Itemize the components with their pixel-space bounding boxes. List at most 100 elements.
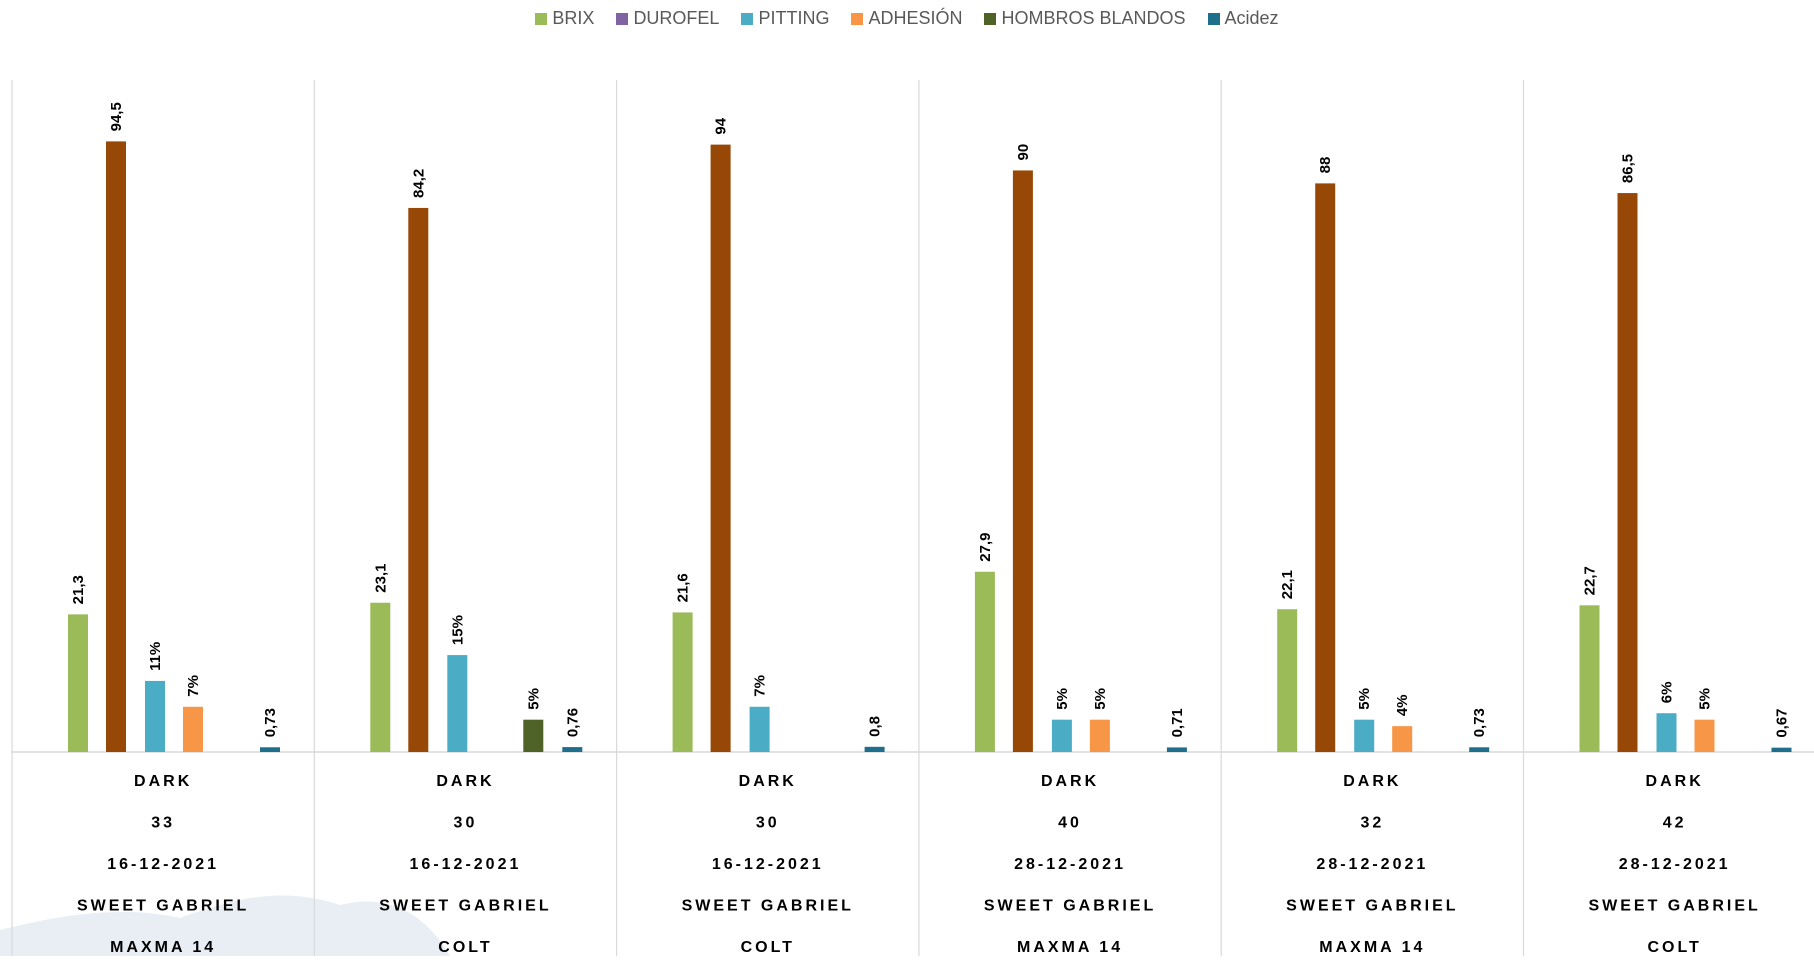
- bar: [1392, 726, 1413, 752]
- category-label: DARK: [1041, 773, 1099, 790]
- bar: [183, 706, 203, 752]
- legend-item: BRIX: [535, 8, 594, 29]
- data-label: 88: [1317, 157, 1334, 174]
- data-label: 7%: [185, 675, 202, 697]
- bar: [1089, 719, 1110, 752]
- legend-label: PITTING: [758, 8, 830, 28]
- data-label: 15%: [449, 615, 466, 645]
- bar: [974, 571, 995, 752]
- category-label: DARK: [1646, 773, 1704, 790]
- bar: [447, 655, 468, 752]
- bar: [1694, 719, 1715, 752]
- legend-label: HOMBROS BLANDOS: [1001, 8, 1186, 28]
- background-mountain: [0, 895, 450, 956]
- category-label: DARK: [1343, 773, 1401, 790]
- category-label: 16-12-2021: [107, 856, 219, 873]
- bar: [260, 747, 280, 752]
- category-label: COLT: [438, 939, 492, 956]
- bar: [1579, 605, 1600, 752]
- data-label: 22,1: [1279, 570, 1296, 599]
- bar: [370, 602, 391, 752]
- category-label: SWEET GABRIEL: [77, 898, 249, 915]
- bar: [672, 612, 693, 752]
- category-label: 32: [1360, 815, 1384, 832]
- data-label: 0,71: [1169, 708, 1186, 737]
- data-label: 5%: [1092, 688, 1109, 710]
- data-label: 5%: [1697, 688, 1714, 710]
- bar: [1315, 183, 1336, 752]
- data-label: 21,6: [675, 573, 692, 602]
- legend-item: PITTING: [741, 8, 829, 29]
- legend-item: HOMBROS BLANDOS: [984, 8, 1186, 29]
- data-label: 94: [713, 117, 730, 134]
- data-label: 6%: [1659, 682, 1676, 704]
- data-label: 86,5: [1620, 154, 1637, 183]
- data-label: 84,2: [410, 169, 427, 198]
- bar: [749, 706, 770, 752]
- legend-label: ADHESIÓN: [868, 8, 963, 28]
- category-label: 30: [454, 815, 478, 832]
- legend-item: Acidez: [1207, 8, 1279, 29]
- bar: [408, 207, 429, 752]
- category-label: 33: [151, 815, 175, 832]
- bar: [1469, 747, 1490, 752]
- category-label: COLT: [1647, 939, 1701, 956]
- data-label: 94,5: [108, 102, 125, 131]
- data-label: 0,73: [262, 708, 279, 737]
- category-label: 30: [756, 815, 780, 832]
- legend-swatch: [535, 12, 548, 25]
- category-label: 28-12-2021: [1316, 856, 1428, 873]
- legend-swatch: [1207, 12, 1220, 25]
- data-label: 5%: [525, 688, 542, 710]
- category-label: 28-12-2021: [1014, 856, 1126, 873]
- bar: [68, 614, 88, 752]
- bar: [1051, 719, 1072, 752]
- data-label: 7%: [752, 675, 769, 697]
- data-label: 0,67: [1774, 708, 1791, 737]
- bar: [1656, 713, 1677, 752]
- category-label: MAXMA 14: [1319, 939, 1425, 956]
- bar: [864, 746, 885, 752]
- category-label: MAXMA 14: [110, 939, 216, 956]
- legend-label: DUROFEL: [633, 8, 720, 28]
- legend-swatch: [851, 12, 864, 25]
- data-label: 90: [1015, 144, 1032, 161]
- data-label: 0,73: [1471, 708, 1488, 737]
- category-label: SWEET GABRIEL: [984, 898, 1156, 915]
- category-label: 42: [1663, 815, 1687, 832]
- legend-item: DUROFEL: [616, 8, 719, 29]
- bar: [710, 144, 731, 753]
- chart-legend: BRIX DUROFEL PITTING ADHESIÓN HOMBROS BLANDO…: [0, 8, 1814, 29]
- legend-item: ADHESIÓN: [851, 8, 962, 29]
- bar: [1354, 719, 1375, 752]
- data-label: 5%: [1054, 688, 1071, 710]
- data-label: 5%: [1356, 688, 1373, 710]
- category-label: 40: [1058, 815, 1082, 832]
- legend-swatch: [741, 12, 754, 25]
- bar: [1166, 747, 1187, 752]
- legend-swatch: [616, 12, 629, 25]
- category-label: SWEET GABRIEL: [1588, 898, 1760, 915]
- bar: [1771, 747, 1792, 752]
- category-label: DARK: [739, 773, 797, 790]
- data-label: 11%: [147, 642, 164, 671]
- category-label: 28-12-2021: [1619, 856, 1731, 873]
- data-label: 21,3: [70, 575, 87, 604]
- legend-label: BRIX: [552, 8, 595, 28]
- category-label: 16-12-2021: [410, 856, 522, 873]
- data-label: 0,8: [867, 716, 884, 737]
- bar: [145, 680, 165, 752]
- category-label: MAXMA 14: [1017, 939, 1123, 956]
- category-label: 16-12-2021: [712, 856, 824, 873]
- category-label: DARK: [134, 773, 192, 790]
- category-label: SWEET GABRIEL: [379, 898, 551, 915]
- data-label: 22,7: [1582, 566, 1599, 595]
- legend-label: Acidez: [1224, 8, 1279, 28]
- data-label: 0,76: [564, 708, 581, 737]
- category-label: SWEET GABRIEL: [1286, 898, 1458, 915]
- category-label: SWEET GABRIEL: [682, 898, 854, 915]
- legend-swatch: [984, 12, 997, 25]
- data-label: 27,9: [977, 533, 994, 562]
- data-label: 4%: [1394, 694, 1411, 716]
